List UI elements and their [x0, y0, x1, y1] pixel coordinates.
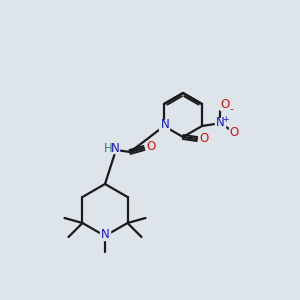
Text: H: H [103, 142, 112, 154]
Text: -: - [229, 104, 233, 114]
Bar [215, 118, 225, 128]
Text: N: N [216, 116, 224, 130]
Text: O: O [230, 127, 239, 140]
Text: N: N [160, 118, 169, 130]
Bar [199, 134, 209, 144]
Text: O: O [146, 140, 156, 152]
Bar [100, 230, 110, 240]
Bar [220, 100, 230, 110]
Text: O: O [200, 133, 208, 146]
Text: N: N [111, 142, 119, 154]
Bar [146, 141, 156, 151]
Text: N: N [100, 227, 109, 241]
Bar [229, 128, 239, 138]
Text: O: O [220, 98, 230, 112]
Bar [159, 120, 169, 130]
Bar [105, 143, 119, 153]
Text: +: + [222, 115, 228, 124]
